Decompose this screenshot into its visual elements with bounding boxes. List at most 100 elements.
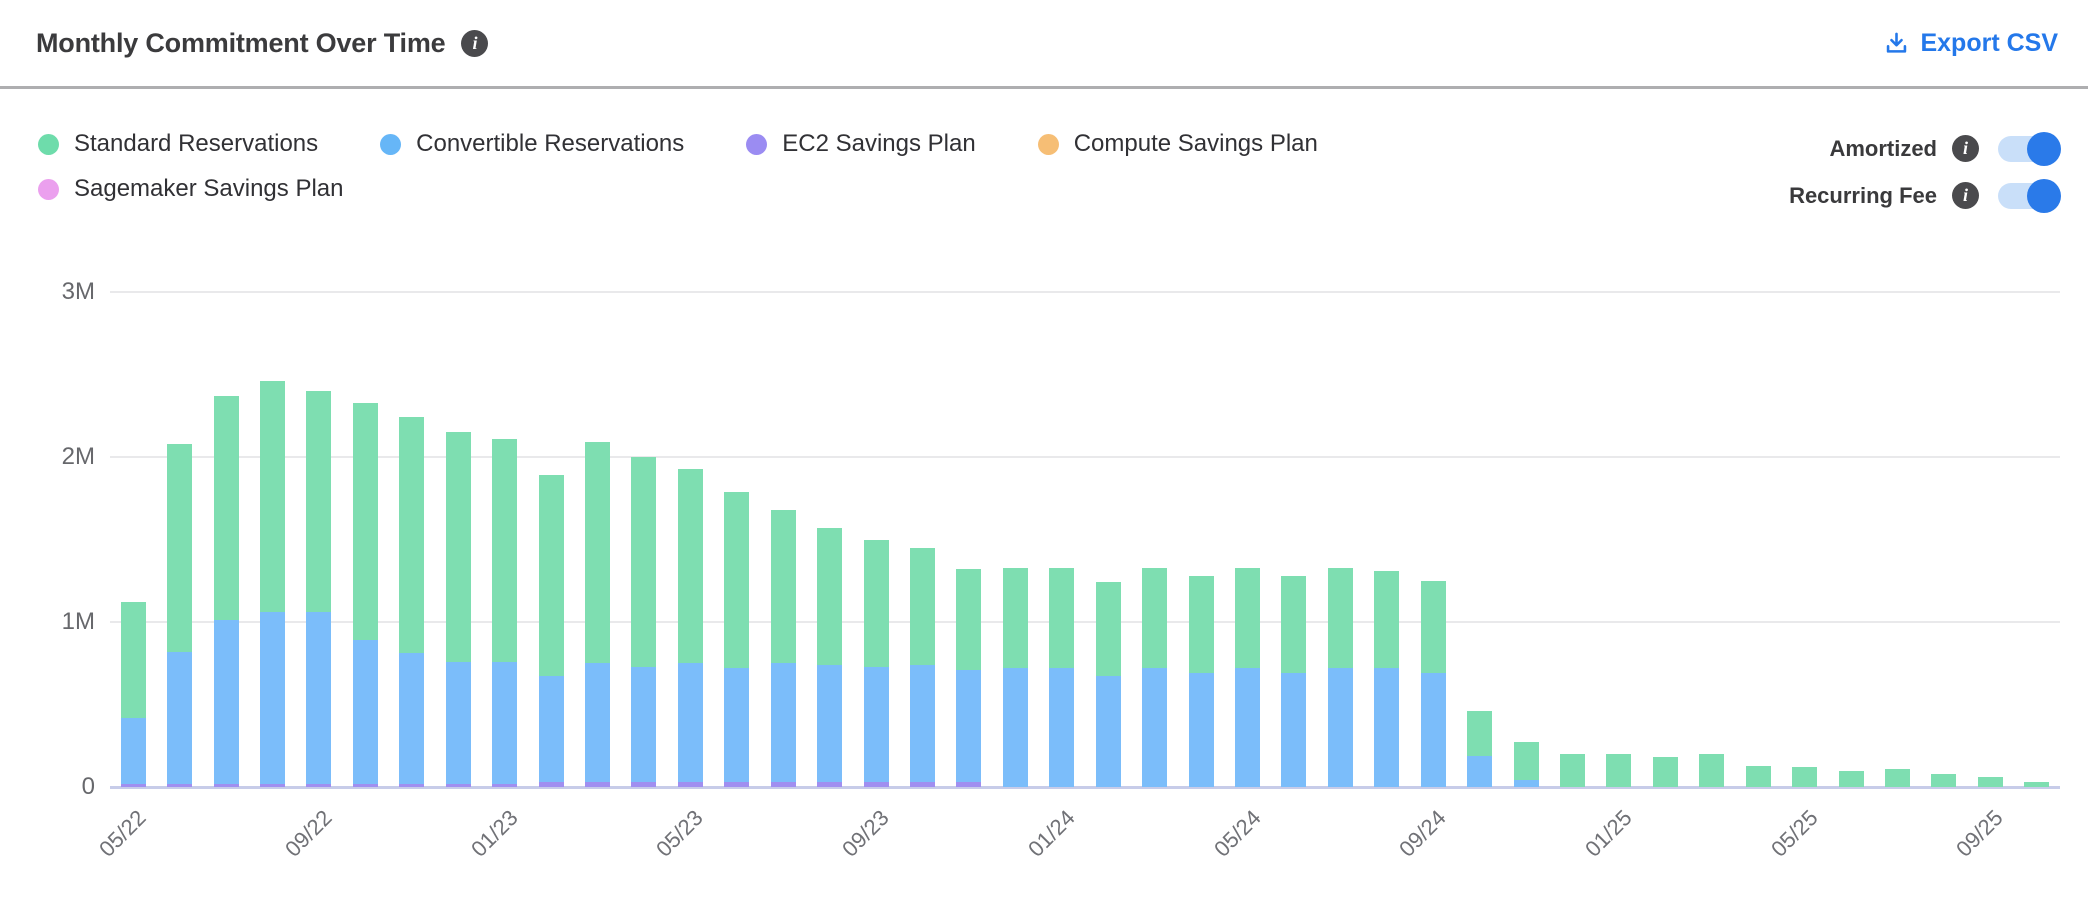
bar-segment[interactable]	[817, 527, 843, 665]
bar-segment[interactable]	[1420, 580, 1446, 674]
bar-segment[interactable]	[1652, 757, 1678, 787]
bar-segment[interactable]	[585, 442, 610, 664]
bar-segment[interactable]	[213, 395, 239, 621]
bar-segment[interactable]	[445, 432, 471, 662]
bar-segment[interactable]	[863, 539, 889, 667]
bar-segment[interactable]	[1327, 567, 1353, 669]
bar-segment[interactable]	[352, 640, 378, 784]
bar-segment[interactable]	[724, 782, 750, 787]
bar-segment[interactable]	[724, 668, 750, 783]
bar-segment[interactable]	[120, 783, 146, 787]
bar-segment[interactable]	[260, 783, 285, 787]
legend-item[interactable]: EC2 Savings Plan	[746, 130, 976, 158]
bar-segment[interactable]	[399, 417, 425, 654]
bar-segment[interactable]	[1606, 754, 1632, 787]
bar-segment[interactable]	[1142, 567, 1168, 669]
info-icon[interactable]: i	[461, 29, 489, 57]
bar-segment[interactable]	[1792, 767, 1818, 787]
bar-segment[interactable]	[1327, 668, 1353, 787]
bar-segment[interactable]	[1513, 780, 1539, 787]
bar-segment[interactable]	[724, 491, 750, 669]
bar-segment[interactable]	[1420, 673, 1446, 787]
bar-segment[interactable]	[1049, 567, 1075, 669]
bar-segment[interactable]	[956, 782, 982, 787]
bar-segment[interactable]	[910, 664, 935, 783]
bar-segment[interactable]	[1049, 668, 1075, 787]
bar-segment[interactable]	[1188, 673, 1214, 787]
bar-segment[interactable]	[1374, 668, 1400, 787]
bar-segment[interactable]	[1002, 668, 1028, 787]
bar-segment[interactable]	[863, 666, 889, 783]
bar-segment[interactable]	[1002, 567, 1028, 669]
bar-segment[interactable]	[817, 782, 843, 787]
bar-segment[interactable]	[167, 783, 193, 787]
bar-segment[interactable]	[1235, 668, 1260, 787]
bar-segment[interactable]	[1281, 673, 1307, 787]
bar-segment[interactable]	[1095, 676, 1121, 787]
bar-segment[interactable]	[677, 782, 703, 787]
bar-segment[interactable]	[910, 782, 935, 787]
bar-segment[interactable]	[352, 783, 378, 787]
bar-segment[interactable]	[213, 620, 239, 784]
bar-segment[interactable]	[1885, 768, 1910, 787]
bar-segment[interactable]	[260, 612, 285, 784]
export-csv-button[interactable]: Export CSV	[1883, 0, 2058, 86]
bar-segment[interactable]	[585, 782, 610, 787]
bar-segment[interactable]	[260, 381, 285, 613]
bar-segment[interactable]	[538, 676, 564, 783]
legend-item[interactable]: Sagemaker Savings Plan	[38, 175, 343, 203]
bar-segment[interactable]	[492, 438, 518, 662]
bar-segment[interactable]	[445, 783, 471, 787]
bar-segment[interactable]	[1235, 567, 1260, 669]
bar-segment[interactable]	[677, 663, 703, 783]
toggle-switch[interactable]	[1998, 131, 2061, 166]
bar-segment[interactable]	[770, 782, 796, 787]
bar-segment[interactable]	[1699, 754, 1725, 787]
bar-segment[interactable]	[1142, 668, 1168, 787]
bar-segment[interactable]	[492, 783, 518, 787]
bar-segment[interactable]	[817, 664, 843, 783]
bar-segment[interactable]	[2024, 782, 2050, 787]
bar-segment[interactable]	[306, 612, 332, 784]
bar-segment[interactable]	[1560, 754, 1585, 787]
bar-segment[interactable]	[1745, 765, 1771, 787]
bar-segment[interactable]	[213, 783, 239, 787]
legend-item[interactable]: Convertible Reservations	[380, 130, 684, 158]
bar-segment[interactable]	[1513, 742, 1539, 781]
bar-segment[interactable]	[538, 782, 564, 787]
bar-segment[interactable]	[631, 782, 657, 787]
bar-segment[interactable]	[1931, 773, 1957, 787]
bar-segment[interactable]	[1188, 575, 1214, 674]
bar-segment[interactable]	[1374, 570, 1400, 669]
bar-segment[interactable]	[631, 457, 657, 667]
bar-segment[interactable]	[1467, 711, 1493, 756]
bar-segment[interactable]	[399, 783, 425, 787]
bar-segment[interactable]	[1467, 755, 1493, 787]
bar-segment[interactable]	[770, 509, 796, 664]
bar-segment[interactable]	[770, 663, 796, 783]
toggle-switch[interactable]	[1998, 178, 2061, 213]
bar-segment[interactable]	[399, 653, 425, 784]
bar-segment[interactable]	[956, 569, 982, 670]
bar-segment[interactable]	[910, 547, 935, 665]
bar-segment[interactable]	[863, 782, 889, 787]
bar-segment[interactable]	[120, 602, 146, 718]
bar-segment[interactable]	[677, 468, 703, 664]
bar-segment[interactable]	[120, 717, 146, 784]
bar-segment[interactable]	[445, 661, 471, 784]
bar-segment[interactable]	[167, 651, 193, 784]
bar-segment[interactable]	[956, 669, 982, 783]
bar-segment[interactable]	[1977, 777, 2003, 787]
bar-segment[interactable]	[585, 663, 610, 783]
bar-segment[interactable]	[492, 661, 518, 784]
bar-segment[interactable]	[1095, 582, 1121, 677]
legend-item[interactable]: Standard Reservations	[38, 130, 318, 158]
bar-segment[interactable]	[352, 402, 378, 641]
legend-item[interactable]: Compute Savings Plan	[1037, 130, 1318, 158]
bar-segment[interactable]	[1838, 770, 1864, 787]
info-icon[interactable]: i	[1952, 182, 1979, 209]
bar-segment[interactable]	[306, 391, 332, 613]
bar-segment[interactable]	[1281, 575, 1307, 674]
info-icon[interactable]: i	[1952, 135, 1979, 162]
bar-segment[interactable]	[538, 475, 564, 677]
